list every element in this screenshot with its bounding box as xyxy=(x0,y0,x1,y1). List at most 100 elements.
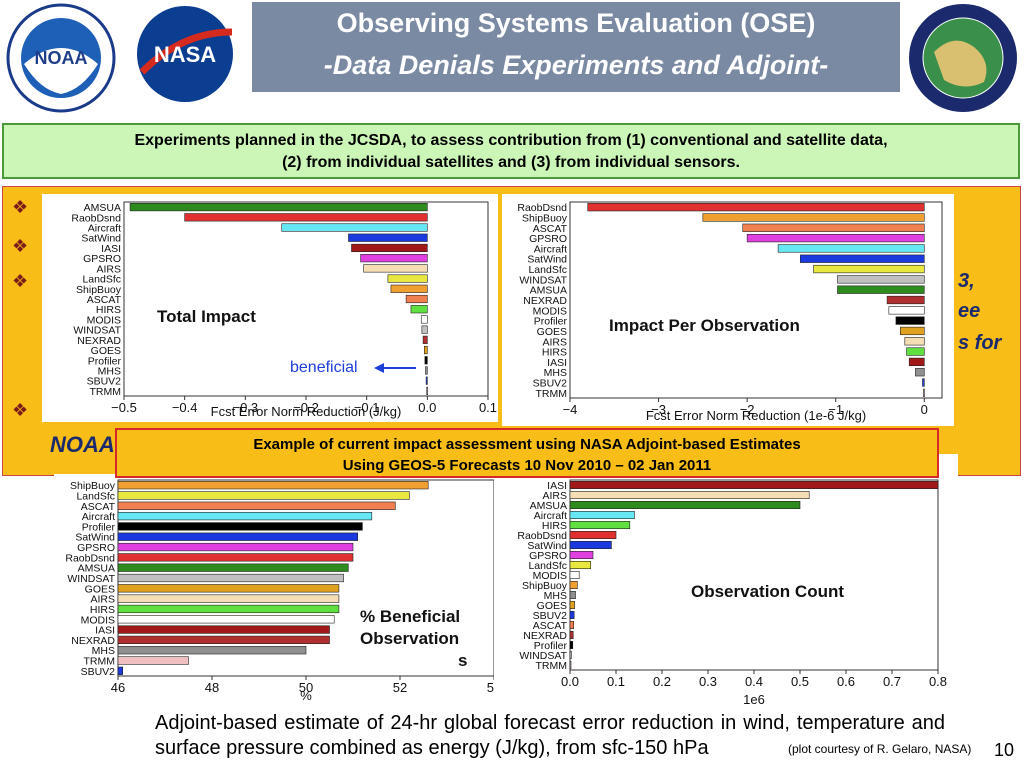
example-line-1: Example of current impact assessment usi… xyxy=(253,436,801,453)
intro-line-1: Experiments planned in the JCSDA, to ass… xyxy=(134,132,888,149)
category-label: TRMM xyxy=(84,656,116,668)
bar-aircraft xyxy=(777,244,925,253)
bar-mhs xyxy=(915,368,925,377)
x-tick-label: 0.1 xyxy=(479,400,497,415)
x-axis-label: % xyxy=(300,688,312,703)
category-label: ASCAT xyxy=(533,620,568,632)
category-label: AMSUA xyxy=(84,202,121,214)
x-tick-label: −0.3 xyxy=(232,400,258,415)
bar-windsat xyxy=(569,651,572,660)
x-tick-label: 0.4 xyxy=(745,674,763,689)
arrow-head-icon xyxy=(374,363,384,373)
bar-nexrad xyxy=(569,631,574,640)
x-tick-label: −4 xyxy=(563,402,578,417)
bar-mhs xyxy=(117,646,307,655)
category-label: HIRS xyxy=(542,347,567,359)
chart-annotation: Total Impact xyxy=(157,307,256,326)
bar-raobdsnd xyxy=(569,531,617,540)
x-tick-label: 52 xyxy=(393,680,407,695)
bar-iasi xyxy=(908,357,925,367)
bar-hirs xyxy=(906,347,925,356)
credit-note: (plot courtesy of R. Gelaro, NASA) xyxy=(788,742,972,756)
category-label: AMSUA xyxy=(78,563,115,575)
category-label: SBUV2 xyxy=(533,378,568,390)
category-label: Aircraft xyxy=(534,243,567,255)
bar-mhs xyxy=(425,366,428,375)
page-title: Observing Systems Evaluation (OSE) xyxy=(336,8,816,38)
noaa-logo: NOAA xyxy=(6,3,116,113)
bar-sbuv2 xyxy=(922,378,925,387)
x-tick-label: −3 xyxy=(651,402,666,417)
category-label: IASI xyxy=(101,243,121,255)
bar-profiler xyxy=(424,356,428,365)
category-label: GPSRO xyxy=(77,542,115,554)
bar-airs xyxy=(117,594,340,603)
category-label: ShipBuoy xyxy=(522,580,568,592)
category-label: LandSfc xyxy=(76,490,115,502)
bar-raobdsnd xyxy=(184,213,428,222)
x-tick-label: −1 xyxy=(828,402,843,417)
bar-shipbuoy xyxy=(117,481,429,490)
x-tick-label: 0.6 xyxy=(837,674,855,689)
example-box: Example of current impact assessment usi… xyxy=(115,428,939,478)
bar-amsua xyxy=(117,563,349,572)
category-label: MHS xyxy=(92,645,115,657)
bar-modis xyxy=(569,571,580,580)
bar-landsfc xyxy=(813,264,925,274)
bar-satwind xyxy=(348,233,428,242)
category-label: SatWind xyxy=(81,233,121,245)
bar-raobdsnd xyxy=(587,203,925,212)
x-tick-label: −2 xyxy=(740,402,755,417)
bar-hirs xyxy=(117,604,340,614)
bar-windsat xyxy=(837,275,925,284)
intro-line-2: (2) from individual satellites and (3) f… xyxy=(282,154,740,171)
bar-raobdsnd xyxy=(117,553,354,562)
category-label: RaobDsnd xyxy=(517,530,567,542)
category-label: IASI xyxy=(547,480,567,492)
category-label: AIRS xyxy=(542,336,567,348)
category-label: AIRS xyxy=(96,263,121,275)
category-label: NEXRAD xyxy=(71,635,115,647)
figure-caption: Adjoint-based estimate of 24-hr global f… xyxy=(155,712,945,759)
category-label: WINDSAT xyxy=(519,650,567,662)
bar-gpsro xyxy=(360,254,428,263)
bullet-icon: ❖ xyxy=(12,271,29,291)
chart-total-impact: AMSUARaobDsndAircraftSatWindIASIGPSROAIR… xyxy=(42,194,498,422)
category-label: ShipBuoy xyxy=(522,212,568,224)
category-label: MODIS xyxy=(533,570,567,582)
category-label: ShipBuoy xyxy=(70,480,116,492)
category-label: LandSfc xyxy=(82,274,121,286)
chart-percent-beneficial: ShipBuoyLandSfcASCATAircraftProfilerSatW… xyxy=(54,474,494,706)
bar-sbuv2 xyxy=(117,666,123,675)
category-label: Profiler xyxy=(82,521,116,533)
bar-satwind xyxy=(799,254,925,263)
bar-aircraft xyxy=(569,510,635,519)
x-tick-label: 0.8 xyxy=(929,674,947,689)
bar-trmm xyxy=(117,656,189,665)
x-tick-label: 0 xyxy=(921,402,928,417)
bar-satwind xyxy=(117,532,358,541)
category-label: GPSRO xyxy=(83,253,121,265)
bullet-icon: ❖ xyxy=(12,400,29,420)
noaa-logo-text: NOAA xyxy=(35,48,88,68)
bar-iasi xyxy=(351,243,428,253)
bar-modis xyxy=(888,306,925,315)
nasa-logo-text: NASA xyxy=(154,42,216,67)
bar-airs xyxy=(904,337,925,346)
category-label: NEXRAD xyxy=(523,630,567,642)
bar-trmm xyxy=(426,386,429,395)
bar-hirs xyxy=(569,521,631,530)
occluded-text: 3, xyxy=(958,270,975,292)
bar-mhs xyxy=(569,591,576,600)
category-label: MODIS xyxy=(533,305,567,317)
category-label: WINDSAT xyxy=(73,325,121,337)
category-label: NEXRAD xyxy=(523,295,567,307)
bar-goes xyxy=(900,326,925,336)
bar-amsua xyxy=(129,203,428,212)
category-label: TRMM xyxy=(536,388,568,400)
category-label: LandSfc xyxy=(528,264,567,276)
x-tick-label: 0.2 xyxy=(653,674,671,689)
category-label: Aircraft xyxy=(82,511,115,523)
category-label: AIRS xyxy=(90,594,115,606)
bar-landsfc xyxy=(117,491,410,500)
